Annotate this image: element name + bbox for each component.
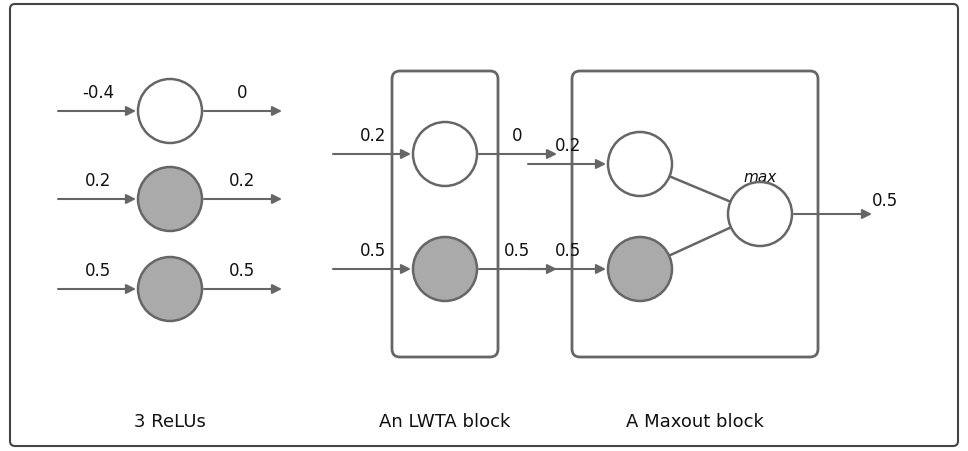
- Text: max: max: [743, 170, 776, 184]
- Circle shape: [138, 168, 202, 231]
- Circle shape: [138, 80, 202, 144]
- Text: 0.5: 0.5: [504, 241, 530, 259]
- Text: 0: 0: [237, 84, 247, 102]
- Text: An LWTA block: An LWTA block: [379, 412, 511, 430]
- FancyBboxPatch shape: [572, 72, 818, 357]
- Circle shape: [138, 258, 202, 321]
- Circle shape: [728, 183, 792, 246]
- FancyBboxPatch shape: [392, 72, 498, 357]
- Text: A Maxout block: A Maxout block: [626, 412, 764, 430]
- Text: -0.4: -0.4: [82, 84, 114, 102]
- Text: 0.2: 0.2: [85, 172, 111, 189]
- Circle shape: [413, 238, 477, 301]
- Text: 0.2: 0.2: [555, 137, 581, 155]
- Text: 0.5: 0.5: [872, 192, 898, 210]
- Text: 0.5: 0.5: [555, 241, 581, 259]
- Circle shape: [608, 133, 672, 197]
- Circle shape: [413, 123, 477, 187]
- Text: 0.2: 0.2: [228, 172, 256, 189]
- Text: 3 ReLUs: 3 ReLUs: [134, 412, 206, 430]
- Text: 0.2: 0.2: [360, 127, 386, 145]
- Text: 0.5: 0.5: [85, 262, 111, 279]
- Text: 0.5: 0.5: [360, 241, 386, 259]
- Text: 0.5: 0.5: [228, 262, 256, 279]
- FancyBboxPatch shape: [10, 5, 958, 446]
- Circle shape: [608, 238, 672, 301]
- Text: 0: 0: [512, 127, 523, 145]
